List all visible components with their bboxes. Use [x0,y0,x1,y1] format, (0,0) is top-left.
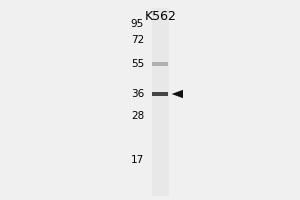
Text: 72: 72 [131,35,144,45]
Text: K562: K562 [145,10,176,23]
Text: 55: 55 [131,59,144,69]
Text: 17: 17 [131,155,144,165]
Text: 28: 28 [131,111,144,121]
Polygon shape [172,90,183,98]
Bar [152,62,168,66]
Text: 36: 36 [131,89,144,99]
Bar [152,8,169,196]
Bar [152,92,168,96]
Text: 95: 95 [131,19,144,29]
